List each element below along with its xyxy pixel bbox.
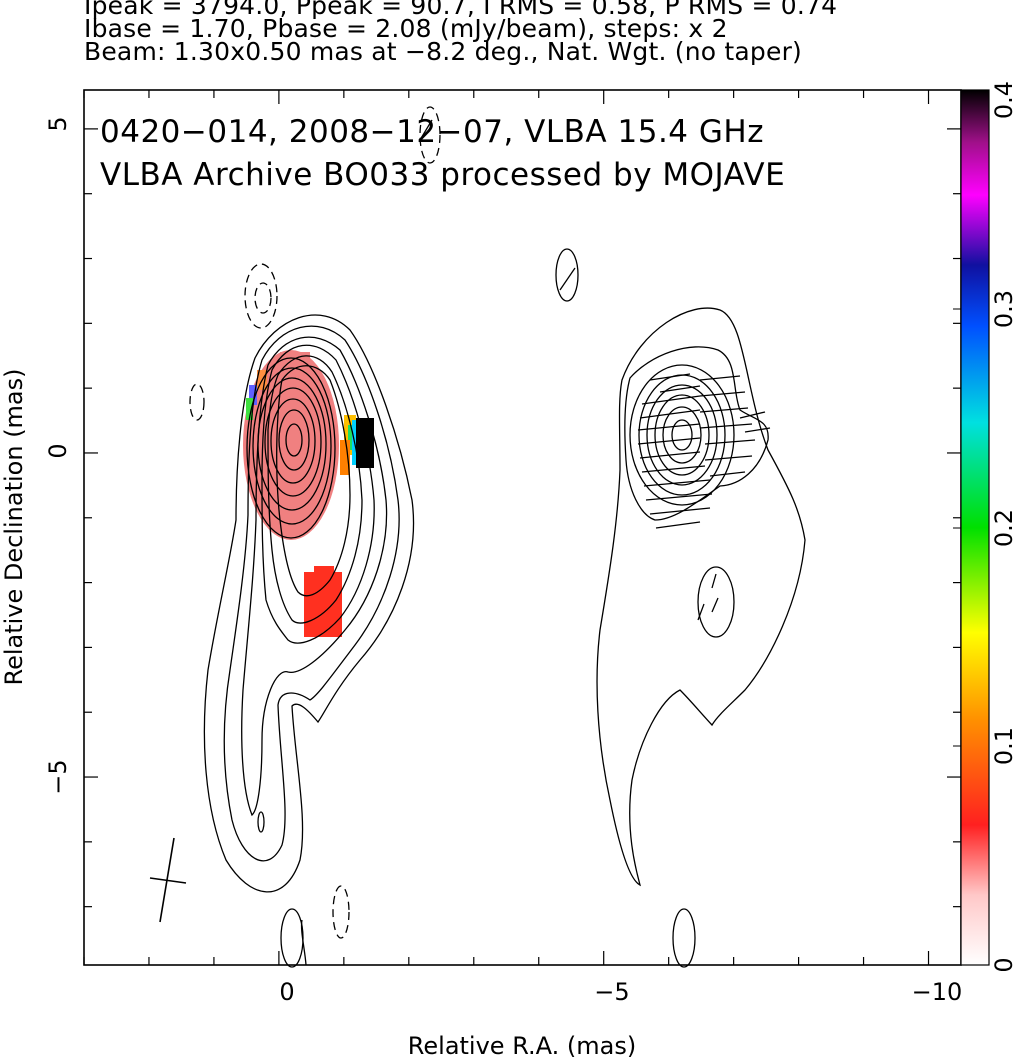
x-tick-label-2: −10 (912, 978, 963, 1006)
colorbar (960, 89, 990, 966)
colorbar-ticks (953, 89, 961, 966)
y-tick-label-5: 5 (44, 116, 72, 131)
contours-right (555, 248, 806, 968)
axis-ticks (83, 90, 961, 965)
header-line-1: Ipeak = 3794.0, Ppeak = 90.7, I RMS = 0.… (84, 0, 838, 20)
y-tick-label-neg5: −5 (44, 759, 72, 794)
header-line-2: Ibase = 1.70, Pbase = 2.08 (mJy/beam), s… (84, 14, 728, 43)
cbar-label-0.1: 0.1 (990, 727, 1018, 765)
plot-frame (83, 89, 962, 966)
negative-contours (189, 106, 441, 939)
plot-title-line-1: 0420−014, 2008−12−07, VLBA 15.4 GHz (100, 114, 764, 150)
y-axis-label: Relative Declination (mas) (0, 368, 28, 685)
cbar-label-0.2: 0.2 (990, 509, 1018, 547)
x-tick-label-1: −5 (594, 978, 629, 1006)
contours-left (203, 314, 415, 968)
cbar-label-0.3: 0.3 (990, 290, 1018, 328)
plot-header: Ipeak = 3794.0, Ppeak = 90.7, I RMS = 0.… (84, 0, 1014, 66)
y-tick-label-0: 0 (44, 443, 72, 458)
plot-title-line-2: VLBA Archive BO033 processed by MOJAVE (100, 157, 785, 193)
beam-marker (149, 837, 187, 923)
header-line-3: Beam: 1.30x0.50 mas at −8.2 deg., Nat. W… (84, 37, 803, 66)
cbar-label-0: 0 (990, 957, 1018, 972)
cbar-label-0.4: 0.4 (990, 81, 1018, 119)
x-tick-label-0: 0 (279, 978, 294, 1006)
polarization-vectors (419, 119, 771, 621)
x-axis-label: Relative R.A. (mas) (408, 1032, 636, 1060)
